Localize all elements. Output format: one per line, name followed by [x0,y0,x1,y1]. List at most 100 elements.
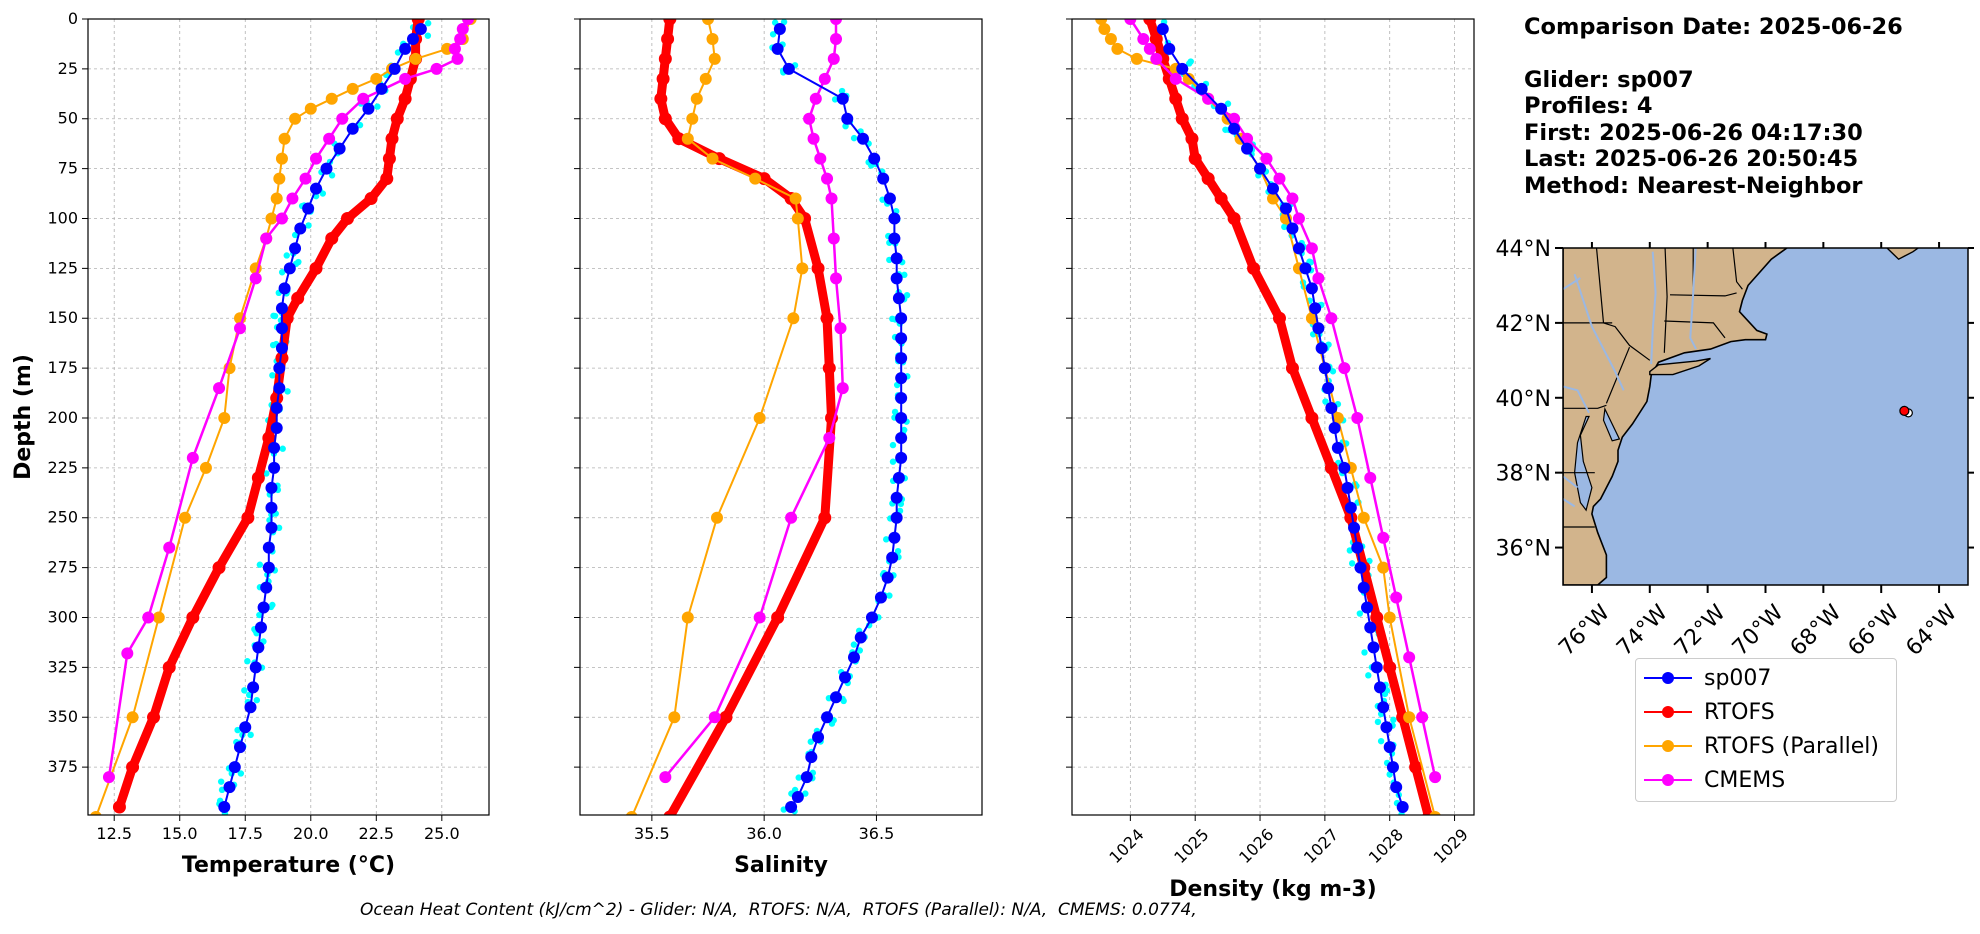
glider-obs-point [1329,368,1337,375]
lat-label: 44°N [1496,237,1551,262]
series-point-rtofs-parallel- [1429,810,1441,815]
panel-0: 12.5 15.0 17.5 20.0 22.5 25.0 0 25 50 75 100 125 150… [11,9,490,878]
glider-obs-point [769,31,777,38]
series-point-sp007 [1195,82,1208,95]
series-point-rtofs [811,261,825,275]
x-tick-label: 12.5 [96,824,132,843]
glider-obs-point [270,312,277,319]
series-point-sp007 [1315,342,1328,355]
series-point-sp007 [877,172,890,185]
y-tick-label: 350 [47,707,78,726]
series-point-sp007 [771,42,784,55]
comparison-date: Comparison Date: 2025-06-26 [1524,14,1903,40]
series-point-cmems [102,771,115,784]
series-point-sp007 [218,801,231,814]
legend-swatch-cmems [1644,774,1692,786]
series-point-cmems [448,42,461,55]
series-point-rtofs-parallel- [275,152,288,165]
series-point-rtofs [1370,610,1384,624]
glider-obs-point [275,524,283,532]
series-point-rtofs [270,391,284,405]
series-point-rtofs-parallel- [1305,312,1318,325]
series-point-cmems [823,431,836,444]
series-point-rtofs-parallel- [686,112,699,125]
series-point-cmems [814,152,827,165]
series-point-sp007 [228,761,241,774]
x-tick-label: 35.5 [634,824,670,843]
series-point-rtofs [1324,461,1338,475]
series-point-cmems [286,192,299,205]
glider-obs-point [283,252,290,259]
series-point-rtofs-parallel- [690,92,703,105]
series-point-rtofs [661,32,675,46]
lon-label: 70°W [1728,600,1789,661]
series-point-sp007 [1215,102,1228,115]
y-tick-label: 75 [58,159,78,178]
glider-obs-point [901,271,908,279]
series-point-sp007 [247,681,260,694]
series-point-sp007 [1318,362,1331,375]
series-point-rtofs [1247,261,1261,275]
series-point-sp007 [895,352,908,365]
glider-obs-point [850,641,858,648]
series-point-rtofs [1285,361,1299,375]
legend-swatch-rtofs-parallel [1644,740,1692,752]
series-point-sp007 [289,242,302,255]
series-point-sp007 [1299,262,1312,275]
series-point-sp007 [892,471,905,484]
series-point-rtofs-parallel- [346,82,359,95]
series-point-sp007 [1380,721,1393,734]
series-point-cmems [430,62,443,75]
series-point-sp007 [1383,741,1396,754]
series-point-rtofs-parallel- [699,72,712,85]
series-point-rtofs [672,132,686,146]
series-point-cmems [825,192,838,205]
first-time: First: 2025-06-26 04:17:30 [1524,119,1863,146]
series-point-sp007 [1344,501,1357,514]
series-point-cmems [260,232,273,245]
series-point-sp007 [265,501,278,514]
x-tick-label: 15.0 [162,824,198,843]
series-point-sp007 [1286,222,1299,235]
series-point-sp007 [782,62,795,75]
series-point-sp007 [278,282,291,295]
series-point-cmems [1292,212,1305,225]
series-point-sp007 [249,661,262,674]
state-border [1669,292,1737,297]
glider-obs-point [840,697,847,705]
glider-obs-point [374,103,381,110]
series-point-cmems [456,22,469,35]
series-point-rtofs-parallel- [681,611,694,624]
glider-obs-point [850,134,858,142]
series-point-cmems [827,52,840,65]
series-point-rtofs [818,511,832,525]
series-point-cmems [1325,312,1338,325]
legend-swatch-rtofs [1644,706,1692,718]
series-point-cmems [1377,531,1390,544]
series-point-sp007 [333,142,346,155]
series-point-rtofs [1383,660,1397,674]
series-point-cmems [809,92,822,105]
series-point-sp007 [244,701,257,714]
glider-obs-point [237,770,245,777]
series-point-cmems [1416,711,1429,724]
series-point-sp007 [223,781,236,794]
y-tick-label: 50 [58,109,78,128]
series-point-sp007 [895,431,908,444]
series-point-cmems [1364,471,1377,484]
series-point-sp007 [1338,461,1351,474]
series-point-rtofs-parallel- [270,192,283,205]
series-point-cmems [830,32,843,45]
series-point-rtofs-parallel- [304,102,317,115]
series-point-sp007 [1367,641,1380,654]
state-border [1664,320,1726,339]
series-point-sp007 [865,611,878,624]
series-point-cmems [1351,411,1364,424]
series-point-cmems [1312,272,1325,285]
glider-obs-point [269,601,276,609]
lat-label: 40°N [1496,387,1551,412]
y-axis-label: Depth (m) [11,354,36,480]
x-tick-label: 1028 [1365,825,1407,867]
series-point-cmems [1228,112,1241,125]
series-point-sp007 [268,461,281,474]
